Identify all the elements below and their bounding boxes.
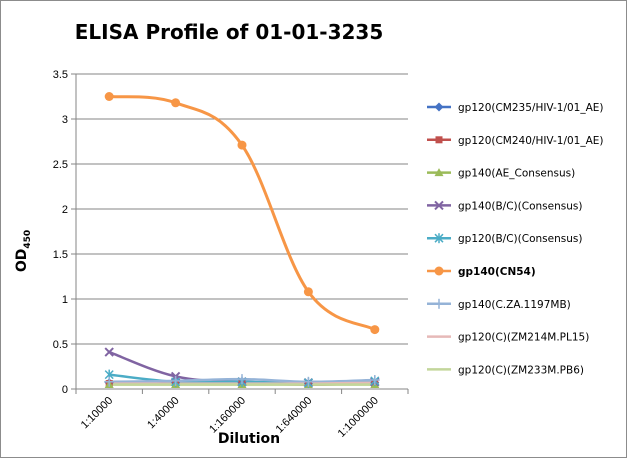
legend-marker: [434, 200, 444, 211]
x-axis-label: Dilution: [218, 431, 280, 447]
y-tick-label: 0: [62, 384, 68, 396]
x-tick-label: 1:1000000: [336, 395, 381, 440]
legend-marker: [434, 102, 444, 112]
y-tick-label: 0.5: [53, 339, 68, 351]
y-axis-label-main: OD: [14, 249, 30, 273]
x-tick-label: 1:40000: [145, 395, 182, 432]
y-tick-label: 3: [62, 114, 68, 126]
series-lines: [107, 95, 377, 386]
data-point: [303, 376, 314, 387]
series-line: [107, 95, 377, 332]
legend-entry-label: gp120(CM235/HIV-1/01_AE): [458, 102, 604, 114]
y-tick-label: 1.5: [53, 249, 68, 261]
data-point: [104, 92, 114, 101]
legend-marker: [434, 233, 444, 244]
gridlines: [76, 73, 408, 390]
y-tick-label: 3.5: [53, 69, 68, 81]
x-tick-label: 1:160000: [207, 395, 248, 436]
legend-entry-label: gp140(AE_Consensus): [458, 168, 575, 180]
legend-marker: [435, 136, 443, 144]
y-tick-label: 1: [62, 294, 68, 306]
legend-marker: [434, 266, 444, 276]
axes: [71, 73, 409, 394]
legend-entry-label: gp120(B/C)(Consensus): [458, 233, 582, 245]
x-tick-label: 1:10000: [79, 395, 116, 432]
legend-entry-label: gp140(B/C)(Consensus): [458, 200, 582, 212]
data-point: [171, 98, 181, 108]
data-point: [303, 287, 313, 297]
data-point: [237, 374, 247, 385]
legend-entry-label: gp140(CN54): [458, 266, 536, 278]
data-point: [370, 325, 380, 335]
data-point: [369, 375, 380, 385]
legend-entry-label: gp120(CM240/HIV-1/01_AE): [458, 135, 604, 147]
y-axis-label-subscript: 450: [23, 230, 33, 249]
y-tick-label: 2: [62, 204, 68, 216]
y-axis-label: OD450: [14, 230, 33, 272]
legend-entry-label: gp120(C)(ZM214M.PL15): [458, 332, 589, 344]
y-tick-labels: 0 0.5 1 1.5 2 2.5 3 3.5: [53, 69, 68, 396]
legend-entry-label: gp140(C.ZA.1197MB): [458, 299, 571, 311]
legend-marker: [434, 298, 444, 309]
legend: gp120(CM235/HIV-1/01_AE) gp120(CM240/HIV-…: [427, 102, 604, 376]
data-point: [104, 347, 114, 357]
data-point: [104, 376, 115, 387]
x-tick-label: 1:640000: [274, 395, 315, 436]
data-point: [170, 375, 181, 386]
chart-title: ELISA Profile of 01-01-3235: [75, 20, 384, 44]
legend-marker: [434, 168, 444, 177]
series-markers: [104, 92, 380, 389]
legend-entry-label: gp120(C)(ZM233M.PB6): [458, 364, 584, 376]
y-tick-label: 2.5: [53, 159, 68, 171]
data-point: [237, 140, 247, 150]
